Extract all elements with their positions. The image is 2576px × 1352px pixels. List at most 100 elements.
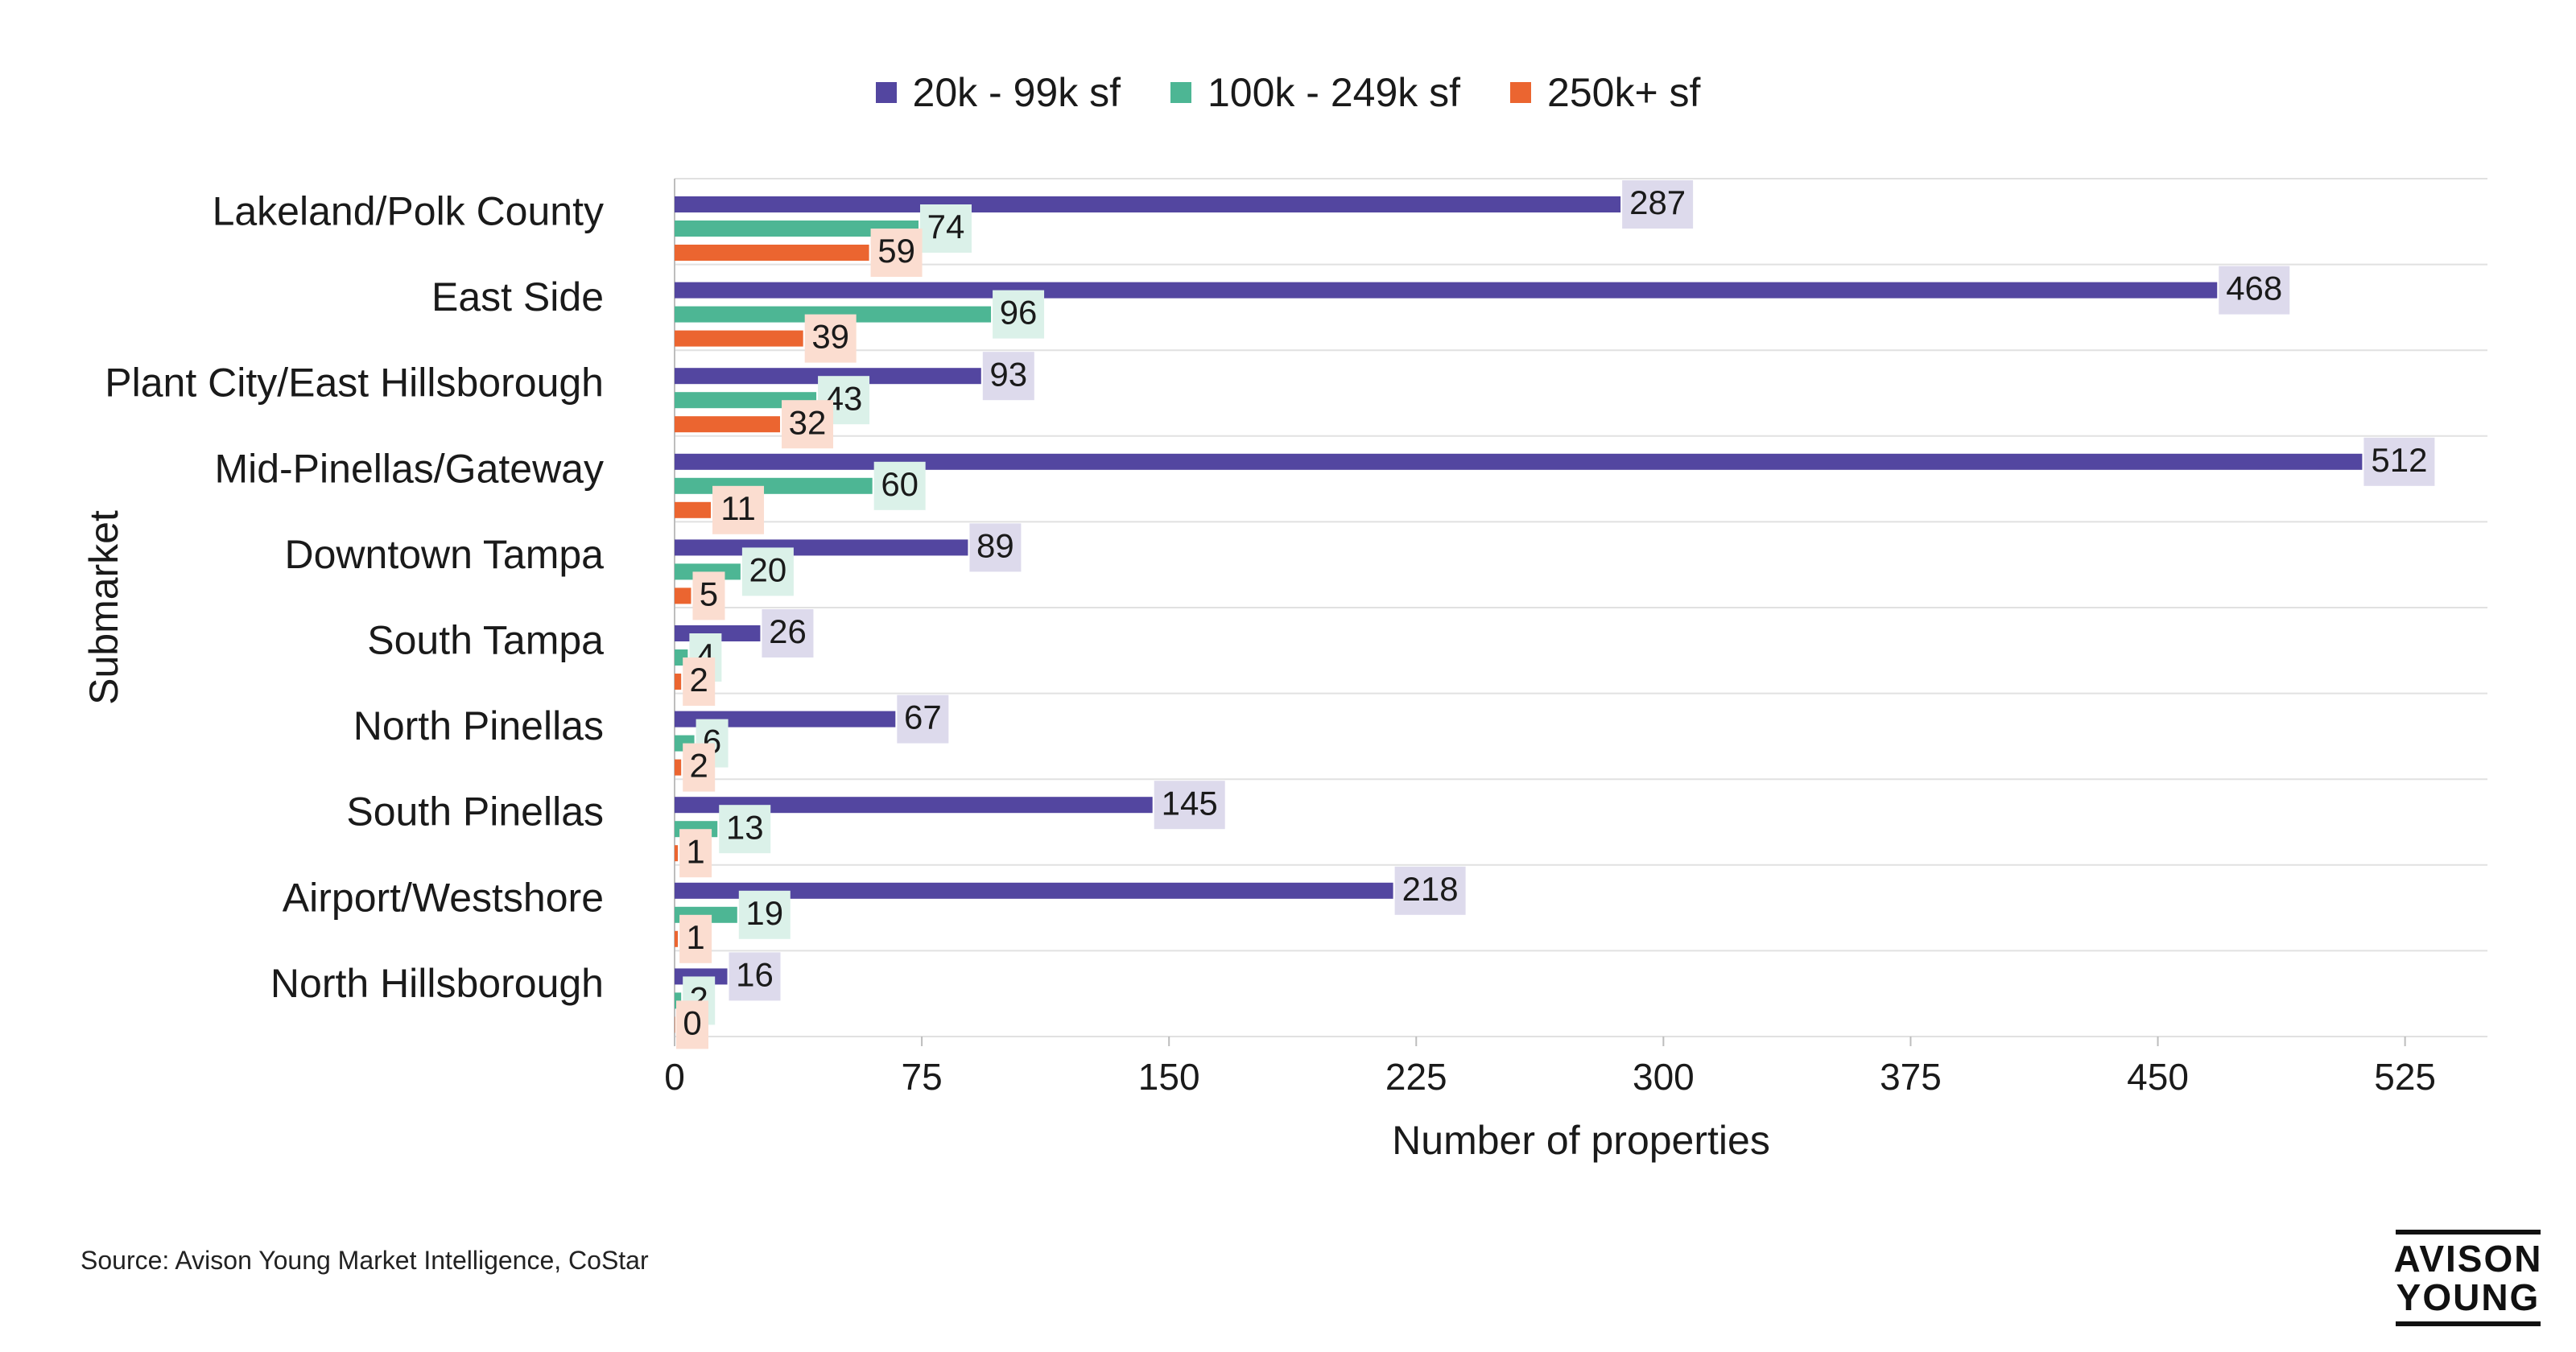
data-label-bg	[870, 229, 923, 277]
data-label-bg	[1622, 180, 1694, 229]
legend-item-small: 20k - 99k sf	[875, 69, 1121, 116]
bar-1	[675, 282, 2218, 299]
data-label: 512	[2371, 441, 2427, 479]
bar-3	[675, 245, 869, 261]
data-label-bg	[712, 485, 765, 534]
x-tick-label: 375	[1880, 1056, 1942, 1098]
bar-1	[675, 882, 1393, 899]
category-label: East Side	[431, 274, 604, 319]
data-label: 20	[749, 550, 787, 588]
legend-item-medium: 100k - 249k sf	[1170, 69, 1460, 116]
x-tick-label: 525	[2374, 1056, 2436, 1098]
data-label: 19	[745, 894, 783, 932]
category-label: South Pinellas	[346, 789, 604, 835]
data-label-bg	[719, 805, 771, 854]
data-label: 2	[690, 747, 708, 785]
data-label: 145	[1162, 784, 1218, 822]
data-label: 67	[904, 699, 942, 736]
data-label-bg	[1154, 781, 1225, 830]
bar-3	[675, 587, 691, 604]
data-label-bg	[897, 695, 949, 744]
legend-item-large: 250k+ sf	[1510, 69, 1700, 116]
data-label-bg	[679, 829, 712, 878]
category-label: Plant City/East Hillsborough	[105, 361, 604, 406]
data-label-bg	[683, 743, 716, 792]
data-label-bg	[738, 890, 791, 939]
data-label-bg	[676, 1000, 708, 1049]
bar-3	[675, 501, 712, 518]
data-label: 59	[877, 232, 915, 270]
data-label: 1	[686, 918, 704, 956]
legend-swatch-small	[875, 82, 897, 103]
data-label-bg	[982, 352, 1034, 401]
bar-1	[675, 196, 1621, 212]
data-label: 287	[1629, 183, 1686, 221]
data-label: 11	[720, 489, 756, 527]
bar-2	[675, 221, 919, 237]
x-tick-label: 300	[1633, 1056, 1695, 1098]
data-label: 60	[881, 465, 919, 503]
x-tick-label: 75	[902, 1056, 943, 1098]
legend-swatch-large	[1510, 82, 1532, 103]
data-label-bg	[2363, 437, 2435, 486]
data-label: 32	[789, 403, 827, 441]
data-label: 93	[989, 355, 1027, 393]
data-label: 16	[736, 955, 774, 993]
data-label: 2	[690, 661, 708, 699]
data-label-bg	[993, 290, 1045, 339]
data-label: 1	[686, 832, 704, 870]
legend: 20k - 99k sf 100k - 249k sf 250k+ sf	[0, 69, 2576, 116]
data-label-bg	[683, 657, 716, 706]
bar-1	[675, 711, 896, 728]
bar-2	[675, 392, 817, 409]
logo-line-1: AVISON	[2393, 1238, 2543, 1280]
category-label: North Pinellas	[353, 703, 604, 748]
data-label-bg	[741, 547, 794, 596]
bar-3	[675, 759, 682, 776]
category-label: North Hillsborough	[270, 961, 604, 1006]
legend-swatch-medium	[1170, 82, 1191, 103]
bar-1	[675, 539, 968, 556]
logo-line-2: YOUNG	[2396, 1276, 2541, 1318]
category-label: South Tampa	[367, 618, 604, 663]
category-label: Mid-Pinellas/Gateway	[214, 446, 604, 491]
data-label: 89	[976, 526, 1014, 564]
data-label-bg	[919, 204, 972, 253]
data-label-bg	[969, 523, 1022, 572]
x-tick-label: 450	[2127, 1056, 2189, 1098]
bar-1	[675, 453, 2363, 470]
category-label: Downtown Tampa	[284, 532, 604, 577]
data-label: 218	[1402, 870, 1459, 908]
bar-3	[675, 930, 679, 947]
legend-label-large: 250k+ sf	[1547, 70, 1701, 115]
bar-3	[675, 330, 803, 347]
data-label-bg	[873, 461, 926, 510]
data-label: 468	[2226, 270, 2282, 307]
x-tick-label: 0	[664, 1056, 685, 1098]
data-label-bg	[762, 609, 814, 657]
avison-young-logo: AVISON YOUNG	[2393, 1230, 2543, 1326]
data-label-bg	[729, 952, 781, 1001]
source-note: Source: Avison Young Market Intelligence…	[80, 1246, 649, 1275]
bar-3	[675, 845, 679, 862]
legend-label-small: 20k - 99k sf	[912, 70, 1121, 115]
data-label: 96	[1000, 294, 1038, 332]
data-label: 26	[769, 612, 807, 650]
data-label: 74	[927, 208, 965, 245]
data-label-bg	[804, 314, 857, 363]
data-label: 0	[683, 1004, 701, 1041]
data-label-bg	[692, 571, 725, 620]
data-label: 5	[700, 575, 718, 612]
x-tick-label: 150	[1138, 1056, 1200, 1098]
x-axis-title: Number of properties	[1392, 1118, 1770, 1163]
category-label: Lakeland/Polk County	[213, 189, 604, 234]
bar-1	[675, 797, 1153, 814]
category-label: Airport/Westshore	[283, 875, 604, 920]
bar-3	[675, 416, 781, 433]
data-label-bg	[782, 400, 834, 449]
data-label-bg	[679, 914, 712, 963]
bar-2	[675, 477, 873, 494]
x-tick-label: 225	[1385, 1056, 1447, 1098]
y-axis-title: Submarket	[81, 510, 126, 705]
